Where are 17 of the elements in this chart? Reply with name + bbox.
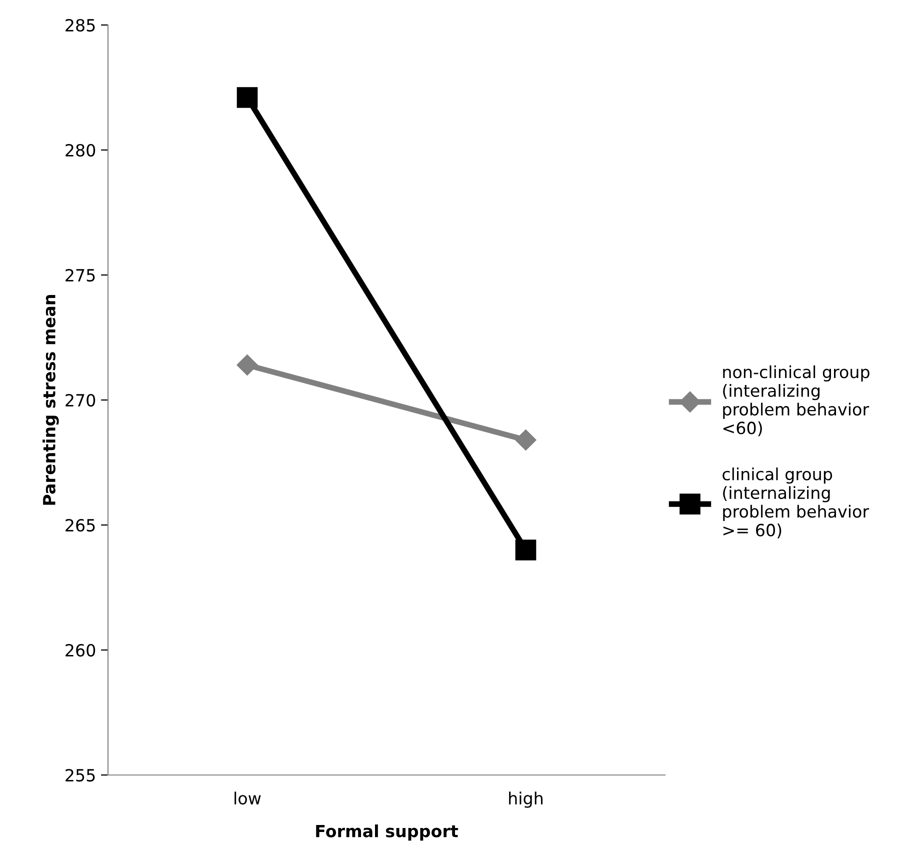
y-tick-label: 255 xyxy=(66,768,95,782)
point xyxy=(236,87,258,108)
y-tick-label: 275 xyxy=(66,268,95,282)
point xyxy=(236,354,258,376)
legend-label: clinical group (internalizing problem behavior >= 60) xyxy=(722,468,870,538)
x-tick-label: high xyxy=(509,792,543,808)
x-tick-label: low xyxy=(234,792,261,805)
y-tick-label: 285 xyxy=(66,18,95,32)
point xyxy=(515,429,536,451)
y-tick-label: 260 xyxy=(66,644,96,657)
y-tick-label: 280 xyxy=(66,144,96,157)
x-axis-title: Formal support xyxy=(316,824,458,841)
legend-label: non-clinical group (interalizing problem behavior <60) xyxy=(723,365,870,436)
point xyxy=(515,540,536,560)
y-tick-label: 270 xyxy=(66,394,96,407)
y-axis-title: Parenting stress mean xyxy=(42,295,59,505)
y-tick-label: 265 xyxy=(66,518,95,532)
